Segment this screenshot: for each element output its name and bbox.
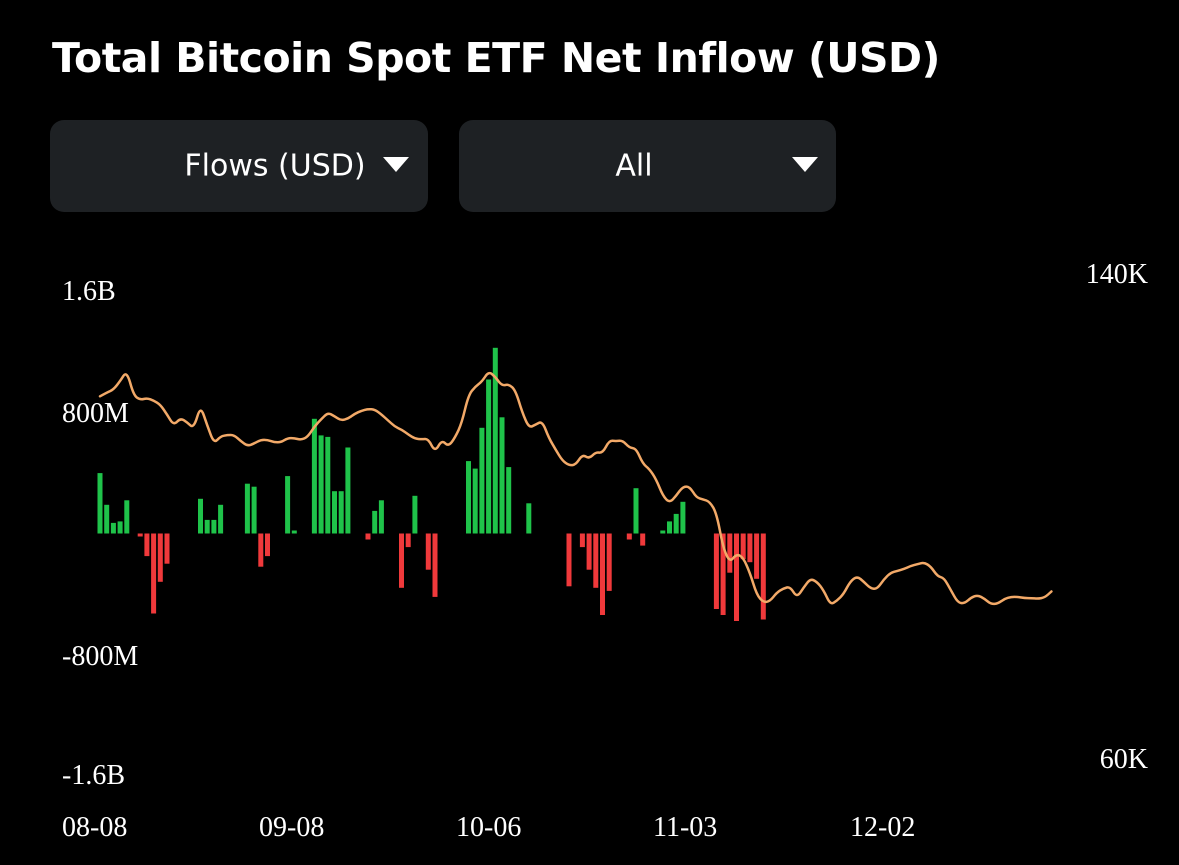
- outflow-bar: [579, 533, 585, 548]
- outflow-bar: [600, 533, 605, 615]
- inflow-bar: [124, 500, 130, 534]
- inflow-bar: [479, 427, 485, 534]
- y-left-tick-label: 800M: [62, 398, 129, 429]
- metric-dropdown[interactable]: Flows (USD): [50, 120, 428, 212]
- inflow-bar: [325, 436, 331, 534]
- x-tick-label: 12-02: [850, 812, 915, 843]
- outflow-bar: [754, 533, 760, 579]
- inflow-bar: [110, 522, 116, 534]
- outflow-bar: [425, 533, 431, 570]
- inflow-bar: [506, 467, 512, 534]
- range-dropdown[interactable]: All: [459, 120, 836, 212]
- inflow-bar: [285, 476, 291, 534]
- inflow-bar: [492, 347, 498, 534]
- inflow-bar: [499, 417, 505, 534]
- inflow-bar: [526, 503, 532, 534]
- inflow-bar: [204, 519, 210, 534]
- outflow-bar: [365, 533, 371, 540]
- inflow-bar: [332, 491, 337, 534]
- inflow-bar: [117, 521, 123, 534]
- inflow-bar: [251, 486, 257, 534]
- inflow-bar: [104, 504, 110, 534]
- price-line: [98, 371, 1053, 606]
- inflow-bar: [660, 530, 666, 534]
- outflow-bar: [720, 533, 726, 615]
- inflow-bar: [680, 501, 686, 534]
- metric-dropdown-value: Flows (USD): [184, 148, 366, 184]
- outflow-bar: [405, 533, 411, 548]
- x-tick-label: 11-03: [653, 812, 717, 843]
- outflow-bar: [626, 533, 632, 540]
- outflow-bar: [137, 533, 143, 537]
- outflow-bar: [258, 533, 264, 567]
- outflow-bar: [760, 533, 766, 620]
- inflow-bar: [218, 504, 224, 534]
- outflow-bar: [747, 533, 753, 563]
- inflow-bar: [338, 491, 344, 534]
- inflow-bar: [667, 521, 672, 534]
- inflow-bar: [318, 435, 324, 534]
- x-tick-label: 10-06: [456, 812, 521, 843]
- outflow-bar: [734, 533, 739, 621]
- inflow-bar: [345, 447, 351, 534]
- inflow-bar: [291, 530, 297, 534]
- outflow-bar: [566, 533, 572, 587]
- x-tick-label: 08-08: [62, 812, 127, 843]
- inflow-bar: [311, 418, 317, 534]
- inflow-bar: [412, 495, 418, 534]
- y-left-tick-label: -800M: [62, 641, 138, 672]
- inflow-bar: [198, 498, 203, 534]
- outflow-bar: [740, 533, 746, 560]
- range-dropdown-value: All: [615, 148, 653, 184]
- inflow-bar: [466, 461, 471, 534]
- outflow-bar: [713, 533, 719, 609]
- inflow-bar: [97, 473, 103, 534]
- caret-down-icon: [792, 157, 818, 172]
- axis-labels: 1.6B 800M -800M -1.6B 140K 60K 08-08 09-08 10-06…: [62, 259, 1148, 843]
- inflow-bar: [633, 488, 639, 534]
- inflow-bar: [472, 468, 478, 534]
- outflow-bar: [640, 533, 646, 546]
- y-left-tick-label: 1.6B: [62, 276, 116, 307]
- outflow-bar: [586, 533, 592, 570]
- outflow-bar: [432, 533, 438, 597]
- inflow-bar: [673, 513, 679, 534]
- outflow-bar: [265, 533, 270, 557]
- y-right-tick-label: 60K: [1100, 744, 1148, 775]
- y-right-tick-label: 140K: [1086, 259, 1148, 290]
- bar-series: [97, 347, 766, 621]
- outflow-bar: [151, 533, 157, 614]
- inflow-bar: [244, 483, 250, 534]
- outflow-bar: [606, 533, 612, 591]
- outflow-bar: [727, 533, 733, 573]
- outflow-bar: [593, 533, 599, 588]
- y-left-tick-label: -1.6B: [62, 760, 125, 791]
- inflow-bar: [378, 500, 384, 534]
- outflow-bar: [144, 533, 150, 557]
- outflow-bar: [164, 533, 170, 564]
- outflow-bar: [399, 533, 404, 588]
- page-title: Total Bitcoin Spot ETF Net Inflow (USD): [52, 34, 940, 82]
- inflow-bar: [211, 519, 217, 534]
- outflow-bar: [157, 533, 163, 582]
- caret-down-icon: [383, 157, 409, 172]
- inflow-bar: [372, 510, 378, 534]
- x-tick-label: 09-08: [259, 812, 324, 843]
- inflow-bar: [486, 379, 492, 534]
